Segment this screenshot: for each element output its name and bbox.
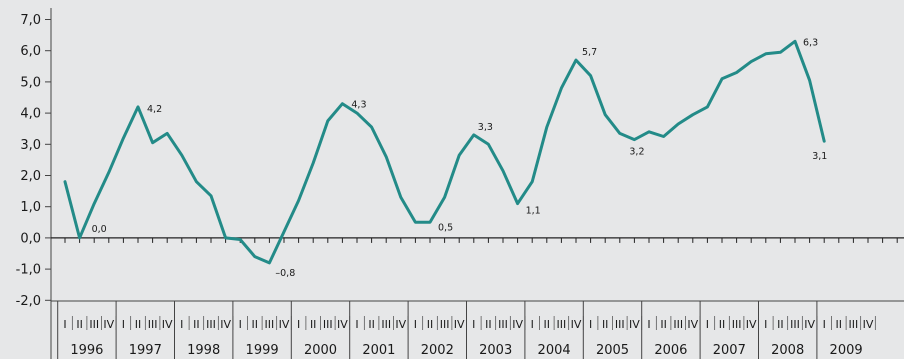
quarter-label: II	[193, 318, 200, 331]
quarter-label: III	[673, 318, 683, 331]
year-label: 2007	[713, 343, 746, 358]
year-label: 2005	[596, 343, 629, 358]
quarter-label: IV	[629, 318, 640, 331]
y-tick-label: 1,0	[20, 200, 41, 215]
data-label: 4,2	[147, 104, 162, 115]
data-label: 1,1	[526, 206, 541, 217]
data-label: 6,3	[803, 37, 818, 48]
y-tick-label: 4,0	[20, 107, 41, 122]
quarter-label: II	[310, 318, 317, 331]
quarter-label: I	[531, 318, 534, 331]
quarter-label: III	[89, 318, 99, 331]
quarter-label: IV	[279, 318, 290, 331]
quarter-label: I	[764, 318, 767, 331]
quarter-label: II	[602, 318, 609, 331]
quarter-label: III	[732, 318, 742, 331]
quarter-label: I	[706, 318, 709, 331]
quarter-label: IV	[571, 318, 582, 331]
quarter-label: II	[544, 318, 551, 331]
quarter-label: II	[76, 318, 83, 331]
year-label: 2006	[654, 343, 687, 358]
quarter-label: IV	[863, 318, 874, 331]
quarter-label: IV	[687, 318, 698, 331]
data-label: 3,1	[812, 151, 827, 162]
quarter-label: I	[122, 318, 125, 331]
quarter-label: I	[472, 318, 475, 331]
quarter-label: III	[615, 318, 625, 331]
quarter-label: I	[647, 318, 650, 331]
year-label: 2001	[362, 343, 395, 358]
quarter-label: II	[135, 318, 142, 331]
year-label: 2003	[479, 343, 512, 358]
year-label: 2004	[538, 343, 571, 358]
y-tick-label: 0,0	[20, 231, 41, 246]
quarter-label: I	[355, 318, 358, 331]
data-label: 3,2	[629, 147, 644, 158]
quarter-label: I	[63, 318, 66, 331]
quarter-label: I	[414, 318, 417, 331]
data-label: –0,8	[275, 268, 295, 279]
quarter-label: II	[836, 318, 843, 331]
quarter-label: II	[485, 318, 492, 331]
year-label: 1999	[246, 343, 279, 358]
quarter-label: IV	[804, 318, 815, 331]
quarter-label: I	[239, 318, 242, 331]
quarter-label: IV	[512, 318, 523, 331]
quarter-label: III	[498, 318, 508, 331]
quarter-label: III	[323, 318, 333, 331]
quarter-label: IV	[220, 318, 231, 331]
quarter-label: I	[589, 318, 592, 331]
quarter-label: II	[427, 318, 434, 331]
quarter-label: IV	[337, 318, 348, 331]
quarter-label: I	[180, 318, 183, 331]
y-tick-label: -1,0	[16, 263, 41, 278]
quarter-label: IV	[395, 318, 406, 331]
year-label: 1998	[187, 343, 220, 358]
quarter-label: IV	[162, 318, 173, 331]
year-label: 1997	[129, 343, 162, 358]
quarter-label: III	[206, 318, 216, 331]
data-label: 3,3	[478, 122, 493, 133]
quarter-label: I	[823, 318, 826, 331]
quarter-label: III	[557, 318, 567, 331]
year-label: 1996	[70, 343, 103, 358]
y-tick-label: 3,0	[20, 138, 41, 153]
quarter-label: I	[297, 318, 300, 331]
year-label: 2008	[771, 343, 804, 358]
year-label: 2009	[830, 343, 863, 358]
quarter-label: II	[368, 318, 375, 331]
y-tick-label: -2,0	[16, 294, 41, 309]
year-label: 2002	[421, 343, 454, 358]
quarter-label: III	[440, 318, 450, 331]
data-label: 0,5	[438, 222, 453, 233]
y-tick-label: 7,0	[20, 13, 41, 28]
data-label: 4,3	[351, 100, 366, 111]
quarter-label: II	[719, 318, 726, 331]
y-tick-label: 2,0	[20, 169, 41, 184]
quarter-label: III	[381, 318, 391, 331]
data-label: 0,0	[92, 224, 107, 235]
quarter-label: IV	[103, 318, 114, 331]
quarter-label: II	[252, 318, 259, 331]
quarter-label: III	[148, 318, 158, 331]
quarter-label: III	[265, 318, 275, 331]
data-label: 5,7	[582, 47, 597, 58]
year-label: 2000	[304, 343, 337, 358]
quarter-label: II	[660, 318, 667, 331]
quarter-label: III	[849, 318, 859, 331]
y-tick-label: 6,0	[20, 44, 41, 59]
series-line	[63, 39, 826, 265]
quarter-label: IV	[746, 318, 757, 331]
quarter-label: II	[777, 318, 784, 331]
quarter-label: IV	[454, 318, 465, 331]
y-tick-label: 5,0	[20, 75, 41, 90]
quarter-label: III	[790, 318, 800, 331]
